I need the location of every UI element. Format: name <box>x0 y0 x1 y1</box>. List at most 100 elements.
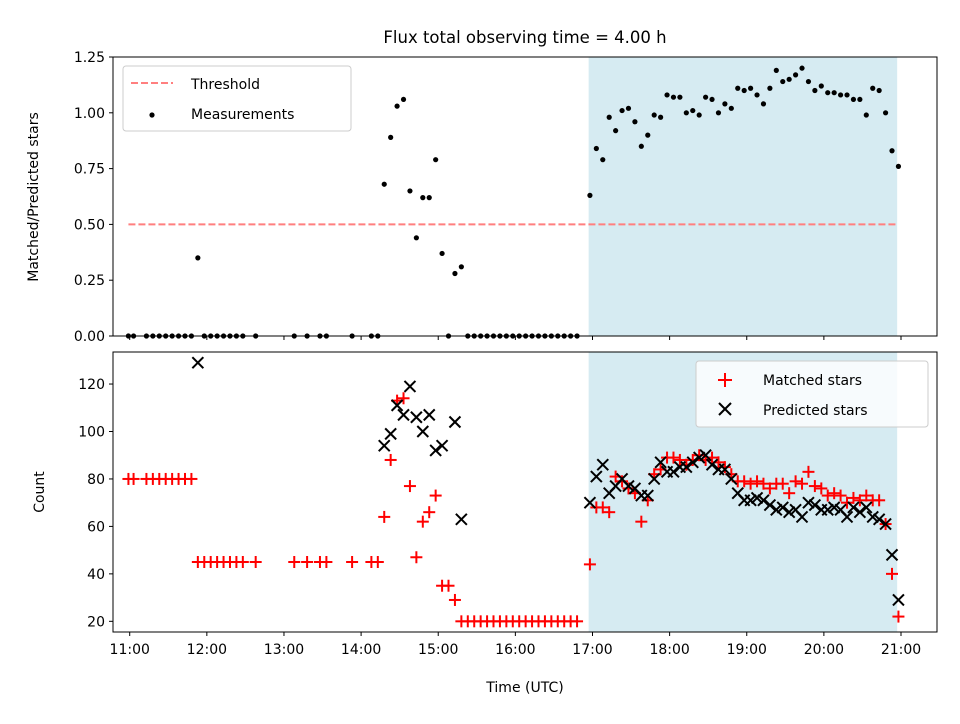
top-y-axis: 0.00 0.25 0.50 0.75 1.00 1.25 <box>74 50 113 345</box>
matched-point <box>783 487 796 500</box>
x-tick-label: 17:00 <box>572 642 612 658</box>
measurement-point <box>805 78 812 85</box>
measurement-point <box>850 96 857 103</box>
matched-point <box>853 494 866 507</box>
top-y-tick-label: 0.50 <box>74 217 105 233</box>
matched-point <box>378 510 391 523</box>
legend-measurements-label: Measurements <box>191 107 294 123</box>
matched-point <box>860 489 873 502</box>
matched-point <box>249 556 262 568</box>
measurement-point <box>818 83 824 89</box>
measurement-point <box>664 92 670 98</box>
matched-point <box>673 453 686 466</box>
predicted-point <box>725 472 738 486</box>
predicted-point <box>744 494 757 507</box>
predicted-point <box>718 463 732 476</box>
measurement-point <box>439 250 445 257</box>
measurement-point <box>683 110 689 116</box>
measurement-point <box>876 87 882 94</box>
predicted-point <box>596 458 609 471</box>
matched-point <box>693 449 706 462</box>
measurement-point <box>690 107 696 114</box>
measurement-point <box>857 96 863 103</box>
top-y-tick-label: 1.25 <box>74 50 105 66</box>
matched-point <box>873 494 886 507</box>
matched-point <box>429 489 442 502</box>
matched-point <box>127 472 140 485</box>
measurement-point <box>735 85 741 91</box>
measurement-point <box>677 94 683 100</box>
top-y-axis-label: Matched/Predicted stars <box>26 112 42 282</box>
matched-point <box>789 475 802 488</box>
measurement-point <box>625 105 632 111</box>
predicted-point <box>435 439 449 452</box>
predicted-point <box>827 501 841 514</box>
measurement-point <box>413 235 419 241</box>
predicted-point <box>590 470 603 483</box>
bottom-y-tick-label: 20 <box>87 614 105 630</box>
matched-point <box>571 615 584 628</box>
measurement-point <box>458 264 464 270</box>
matched-point <box>622 482 635 495</box>
measurement-point <box>831 90 837 96</box>
matched-point <box>616 475 629 488</box>
matched-series <box>122 392 905 628</box>
predicted-point <box>763 498 777 512</box>
matched-point <box>583 558 596 571</box>
predicted-point <box>680 460 693 474</box>
matched-point <box>236 556 249 568</box>
legend-matched-swatch <box>718 373 732 387</box>
measurement-point <box>400 96 407 103</box>
measurement-point <box>195 255 201 261</box>
top-y-tick-label: 1.00 <box>74 106 105 122</box>
predicted-point <box>808 498 822 512</box>
matched-point <box>596 501 609 514</box>
predicted-point <box>860 501 873 514</box>
x-tick-label: 19:00 <box>727 642 767 658</box>
measurement-point <box>722 101 728 107</box>
measurement-point <box>696 112 702 118</box>
measurement-point <box>670 94 677 100</box>
x-tick-label: 20:00 <box>804 642 844 658</box>
predicted-point <box>416 425 430 438</box>
x-tick-label: 21:00 <box>881 642 921 658</box>
predicted-point <box>448 415 462 429</box>
matched-point <box>423 506 436 519</box>
matched-point <box>410 551 423 564</box>
predicted-point <box>892 593 905 607</box>
measurement-point <box>870 85 876 91</box>
x-tick-label: 16:00 <box>495 642 535 658</box>
matched-point <box>796 477 809 490</box>
predicted-point <box>622 479 635 493</box>
predicted-point <box>705 458 719 471</box>
x-tick-label: 15:00 <box>418 642 458 658</box>
measurement-point <box>882 110 889 116</box>
measurement-point <box>638 143 644 149</box>
matched-point <box>834 489 847 502</box>
measurement-point <box>715 110 722 116</box>
predicted-point <box>757 494 770 507</box>
matched-point <box>738 475 751 488</box>
predicted-point <box>390 399 404 412</box>
measurement-point <box>773 67 779 73</box>
matched-point <box>828 487 841 500</box>
matched-point <box>448 593 461 606</box>
bottom-y-tick-label: 40 <box>87 567 105 583</box>
predicted-point <box>866 510 879 524</box>
predicted-point <box>403 380 417 393</box>
measurement-point <box>889 148 895 154</box>
predicted-point <box>455 513 468 526</box>
matched-point <box>301 556 314 568</box>
matched-point <box>763 482 776 495</box>
measurement-point <box>613 128 619 134</box>
x-tick-label: 13:00 <box>264 642 304 658</box>
x-tick-label: 12:00 <box>187 642 227 658</box>
predicted-point <box>853 505 867 519</box>
measurement-point <box>895 163 902 169</box>
x-tick-label: 11:00 <box>110 642 150 658</box>
predicted-point <box>384 427 397 441</box>
top-y-tick-label: 0.75 <box>74 162 105 178</box>
measurement-point <box>452 270 458 277</box>
matched-point <box>821 489 834 502</box>
